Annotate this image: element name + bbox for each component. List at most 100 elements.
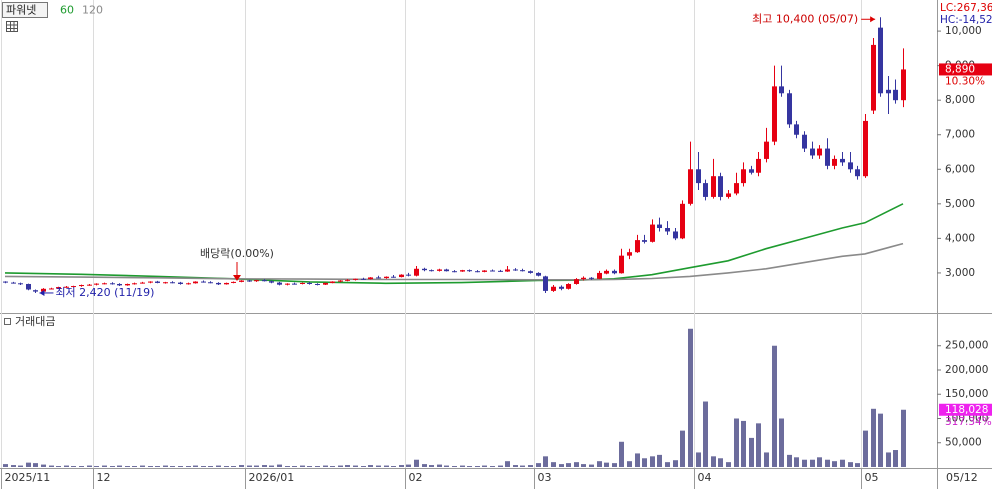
y-tick-label: 150,000 [945, 388, 988, 400]
volume-bar [64, 465, 69, 467]
candle-body [315, 283, 320, 285]
stock-name-box[interactable] [2, 2, 48, 18]
candle-body [848, 162, 853, 170]
volume-bar [87, 465, 92, 467]
volume-bar [589, 464, 594, 467]
candle-body [825, 148, 830, 166]
volume-bar [764, 452, 769, 467]
candle-body [619, 255, 624, 274]
volume-bar [254, 465, 259, 467]
candle-body [490, 270, 495, 272]
candle-body [551, 286, 556, 291]
volume-bar [871, 408, 876, 467]
volume-bar [848, 462, 853, 467]
volume-bar [94, 466, 99, 467]
candle-body [718, 176, 723, 197]
volume-bar [840, 459, 845, 467]
volume-bar [581, 464, 586, 467]
table-icon[interactable] [6, 21, 18, 32]
candle-body [376, 277, 381, 279]
candle-body [193, 281, 198, 284]
x-tick-label: 2026/01 [249, 471, 295, 484]
candle-body [26, 283, 31, 290]
candle-body [604, 270, 609, 274]
low-arrow-head [39, 289, 45, 296]
volume-bar [886, 452, 891, 467]
volume-bar [604, 462, 609, 467]
candle-body [110, 283, 115, 285]
candle-body [285, 283, 290, 285]
volume-bar [657, 454, 662, 467]
volume-bar [56, 466, 61, 467]
candle-body [726, 193, 731, 197]
candle-body [574, 279, 579, 284]
candle-body [764, 141, 769, 159]
volume-bar [285, 466, 290, 467]
candle-body [186, 283, 191, 285]
legend-entry[interactable]: 120 [82, 4, 103, 17]
volume-bar [817, 457, 822, 467]
candle-body [597, 272, 602, 279]
candle-body [216, 282, 221, 285]
volume-bar [711, 456, 716, 467]
volume-bar [612, 463, 617, 467]
last-change: 10.30% [945, 75, 985, 87]
volume-bar [140, 465, 145, 467]
legend-entry[interactable]: 60 [60, 4, 74, 17]
volume-bar [688, 328, 693, 467]
volume-bar [399, 465, 404, 467]
candle-body [208, 282, 213, 284]
candle-body [3, 281, 8, 283]
candle-body [756, 158, 761, 173]
candle-body [41, 288, 46, 292]
volume-bar [467, 466, 472, 467]
volume-bar [718, 458, 723, 467]
volume-bar [186, 466, 191, 467]
candle-body [650, 224, 655, 242]
candle-body [292, 283, 297, 285]
volume-bar [110, 466, 115, 467]
candle-body [71, 286, 76, 288]
volume-bar [482, 465, 487, 467]
volume-bar [635, 453, 640, 467]
volume-bar [536, 463, 541, 467]
candle-body [239, 280, 244, 282]
volume-bar [330, 466, 335, 467]
candle-body [94, 283, 99, 285]
candle-body [528, 271, 533, 273]
volume-panel-icon[interactable] [4, 318, 11, 325]
volume-bar [444, 465, 449, 467]
volume-bar [665, 462, 670, 467]
candle-body [581, 277, 586, 280]
candle-body [802, 134, 807, 149]
volume-bar [551, 462, 556, 467]
volume-bar [323, 465, 328, 467]
y-tick-label: 7,000 [945, 129, 975, 141]
hc-label: HC:-14,52 [940, 14, 992, 26]
candle-body [269, 281, 274, 283]
candle-body [323, 282, 328, 285]
volume-bar [307, 466, 312, 467]
y-tick-label: 4,000 [945, 232, 975, 244]
candle-body [559, 286, 564, 289]
candle-body [224, 282, 229, 285]
volume-bar [452, 466, 457, 467]
candle-body [353, 278, 358, 280]
candle-body [711, 176, 716, 197]
stock-name[interactable]: 파워넷 [6, 4, 36, 17]
candle-body [399, 274, 404, 278]
volume-bar [292, 466, 297, 467]
last-volume-change: 317.34% [945, 416, 992, 428]
volume-bar [71, 466, 76, 467]
volume-bar [231, 466, 236, 467]
volume-bar [787, 454, 792, 467]
volume-bar [132, 466, 137, 467]
candle-body [231, 281, 236, 283]
candle-body [665, 228, 670, 232]
volume-bar [148, 466, 153, 467]
candle-body [170, 282, 175, 284]
y-tick-label: 8,000 [945, 94, 975, 106]
